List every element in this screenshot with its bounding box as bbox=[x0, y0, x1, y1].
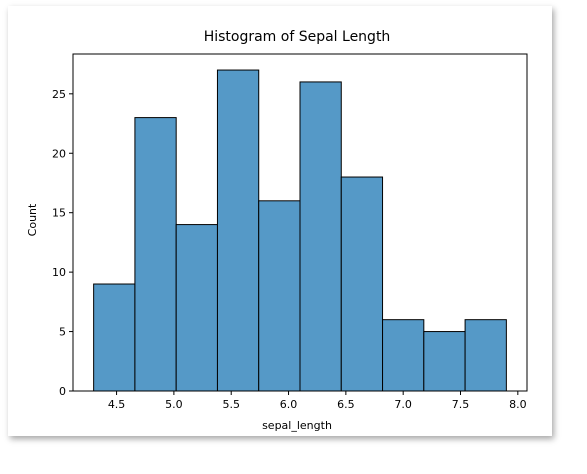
x-tick-label: 6.0 bbox=[280, 398, 298, 411]
histogram-bar bbox=[175, 224, 218, 392]
chart-title: Histogram of Sepal Length bbox=[204, 29, 391, 45]
x-tick-label: 4.5 bbox=[108, 398, 126, 411]
y-tick-label: 20 bbox=[52, 147, 66, 160]
x-tick-label: 7.0 bbox=[394, 398, 412, 411]
x-tick-label: 6.5 bbox=[337, 398, 355, 411]
histogram-bar bbox=[93, 283, 136, 392]
histogram-bar bbox=[382, 319, 425, 392]
y-axis: 0 5 10 15 20 25 bbox=[52, 88, 73, 398]
y-tick-label: 25 bbox=[52, 88, 66, 101]
histogram-bar bbox=[134, 117, 177, 392]
y-tick-label: 0 bbox=[59, 385, 66, 398]
y-tick-label: 15 bbox=[52, 207, 66, 220]
y-tick-label: 10 bbox=[52, 266, 66, 279]
histogram-bar bbox=[258, 200, 301, 392]
x-tick-label: 5.0 bbox=[165, 398, 183, 411]
x-axis-label: sepal_length bbox=[262, 419, 332, 432]
x-tick-label: 5.5 bbox=[222, 398, 240, 411]
histogram-bar bbox=[340, 176, 384, 392]
plot-frame bbox=[72, 53, 528, 392]
x-tick-label: 7.5 bbox=[452, 398, 470, 411]
histogram-bar bbox=[299, 81, 342, 392]
histogram-bar bbox=[464, 319, 507, 392]
bars-group bbox=[93, 69, 507, 392]
x-tick-label: 8.0 bbox=[509, 398, 527, 411]
histogram-bar bbox=[423, 331, 466, 392]
y-axis-label: Count bbox=[26, 203, 39, 236]
histogram-bar bbox=[216, 69, 260, 392]
y-tick-label: 5 bbox=[59, 326, 66, 339]
x-axis: 4.5 5.0 5.5 6.0 6.5 7.0 7.5 8.0 bbox=[108, 391, 527, 411]
